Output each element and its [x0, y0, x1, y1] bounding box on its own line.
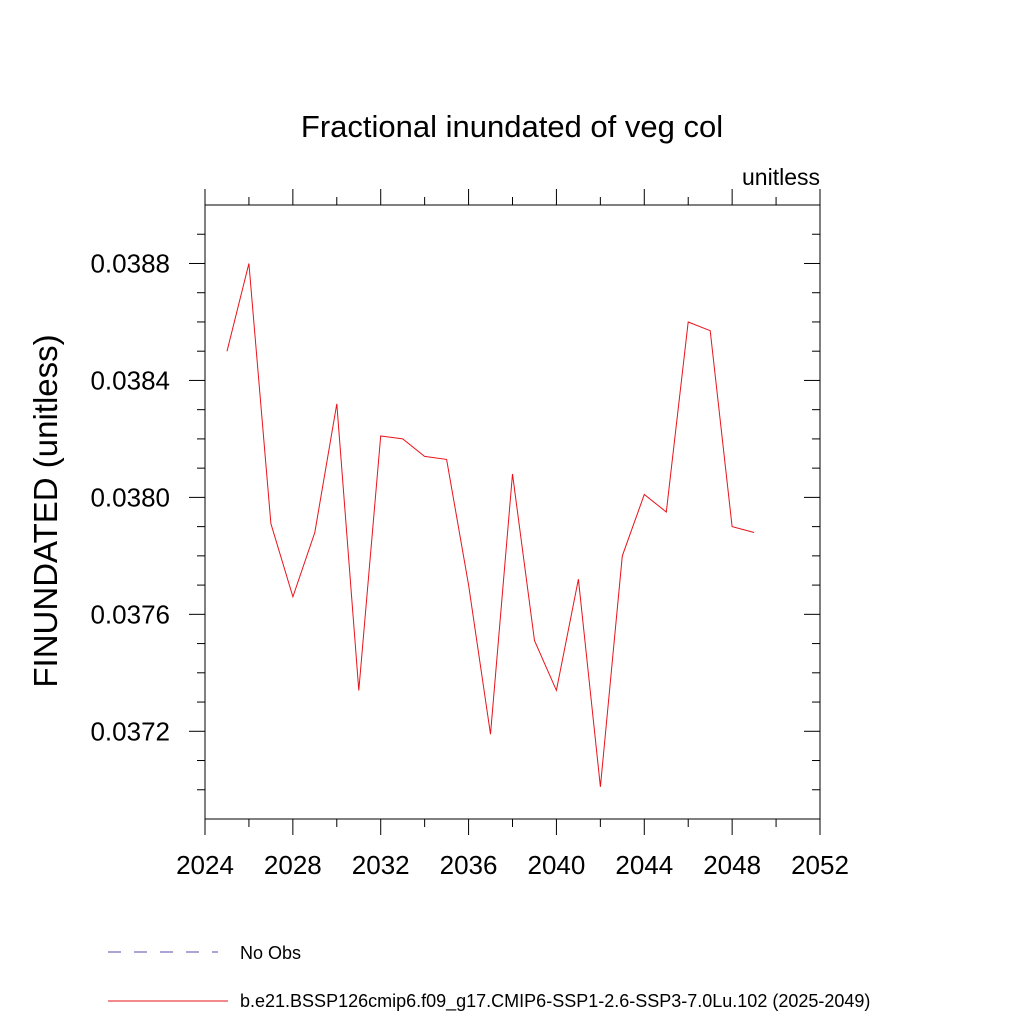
data-point — [445, 458, 447, 460]
y-tick-label: 0.0376 — [90, 599, 170, 629]
x-tick-label: 2024 — [176, 850, 234, 880]
y-tick-labels: 0.0372 0.0376 0.0380 0.0384 0.0388 — [90, 248, 170, 746]
data-point — [380, 435, 382, 437]
y-axis-label: FINUNDATED (unitless) — [27, 334, 64, 687]
axis-ticks — [189, 189, 821, 835]
series-lines — [226, 262, 755, 788]
x-tick-label: 2036 — [440, 850, 498, 880]
plot-frame — [204, 204, 821, 820]
data-point — [248, 262, 250, 264]
y-tick-label: 0.0384 — [90, 365, 170, 395]
data-point — [555, 689, 557, 691]
data-point — [270, 522, 272, 524]
x-tick-label: 2032 — [352, 850, 410, 880]
data-point — [599, 786, 601, 788]
units-label: unitless — [742, 164, 820, 190]
legend-label-model-run: b.e21.BSSP126cmip6.f09_g17.CMIP6-SSP1-2.… — [240, 991, 870, 1012]
data-point — [467, 584, 469, 586]
x-tick-label: 2044 — [615, 850, 673, 880]
x-tick-label: 2052 — [791, 850, 849, 880]
y-tick-label: 0.0388 — [90, 248, 170, 278]
data-point — [621, 555, 623, 557]
data-point — [533, 639, 535, 641]
x-tick-label: 2048 — [703, 850, 761, 880]
legend-label-no-obs: No Obs — [240, 943, 301, 963]
series-line — [226, 263, 755, 787]
data-point — [687, 321, 689, 323]
y-tick-label: 0.0380 — [90, 482, 170, 512]
data-point — [292, 596, 294, 598]
data-point — [401, 438, 403, 440]
data-point — [643, 493, 645, 495]
x-tick-label: 2040 — [528, 850, 586, 880]
data-point — [314, 531, 316, 533]
data-point — [336, 403, 338, 405]
data-point — [577, 578, 579, 580]
data-point — [665, 511, 667, 513]
data-point — [753, 531, 755, 533]
x-tick-label: 2028 — [264, 850, 322, 880]
data-point — [731, 525, 733, 527]
data-point — [511, 473, 513, 475]
data-point — [423, 455, 425, 457]
chart-title: Fractional inundated of veg col — [301, 109, 723, 144]
data-point — [358, 689, 360, 691]
x-tick-labels: 2024 2028 2032 2036 2040 2044 2048 2052 — [176, 850, 849, 880]
data-point — [709, 330, 711, 332]
y-tick-label: 0.0372 — [90, 716, 170, 746]
data-point — [489, 733, 491, 735]
legend: No Obs b.e21.BSSP126cmip6.f09_g17.CMIP6-… — [108, 943, 870, 1012]
data-point — [226, 350, 228, 352]
